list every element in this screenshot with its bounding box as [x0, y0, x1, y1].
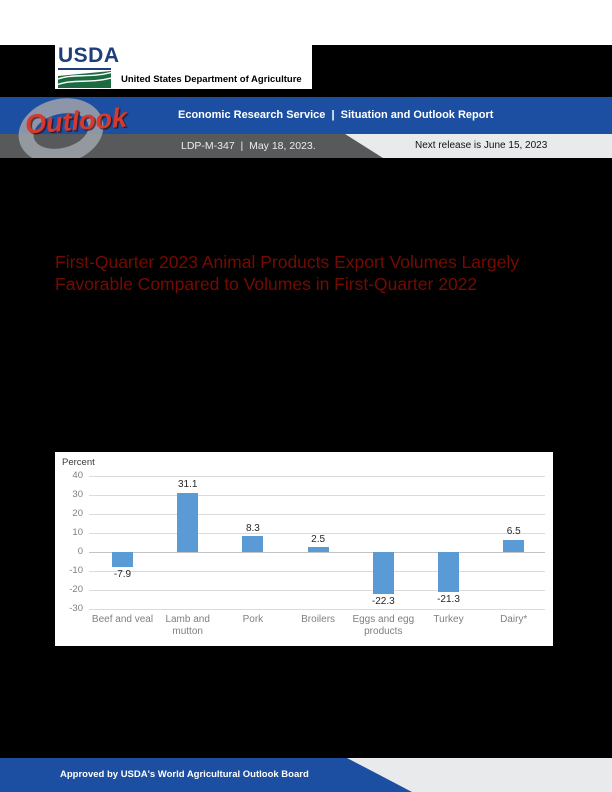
category-label: Lamb and mutton [165, 614, 210, 637]
chart-bar [177, 492, 199, 552]
next-release-date: Next release is June 15, 2023 [415, 140, 548, 151]
chart-bar [503, 539, 525, 552]
footer-blue-ribbon [0, 758, 412, 792]
bar-chart: Percent 40 30 20 10 0 -10 -20 -30 -7.9 Beef and v… [55, 452, 553, 646]
chart-bar [372, 552, 394, 595]
y-tick-label: 0 [77, 546, 83, 557]
chart-y-axis-title: Percent [62, 457, 95, 468]
chart-bar [112, 552, 133, 567]
category-label: Dairy* [500, 614, 528, 625]
report-title-line1: First-Quarter 2023 Animal Products Expor… [55, 252, 519, 272]
y-tick-label: 10 [72, 527, 83, 538]
next-release-tab [345, 134, 612, 158]
bar-value-label: 31.1 [177, 479, 198, 491]
footer-band: Approved by USDA's World Agricultural Ou… [0, 758, 612, 792]
chart-bar [307, 547, 329, 552]
banner-blue-band: Economic Research Service | Situation an… [0, 97, 612, 134]
category-label: Eggs and egg products [352, 614, 415, 637]
usda-field-icon [58, 71, 111, 88]
y-tick-label: -30 [69, 603, 83, 614]
y-tick-label: 30 [72, 489, 83, 500]
bar-value-label: -22.3 [371, 596, 395, 608]
report-title: First-Quarter 2023 Animal Products Expor… [55, 251, 575, 295]
category-label: Turkey [433, 614, 464, 625]
chart-plot: 40 30 20 10 0 -10 -20 -30 -7.9 Beef and veal 31.1 L… [55, 452, 553, 646]
usda-wordmark: USDA [58, 44, 120, 67]
usda-logo: USDA United States Department of Agricul… [55, 44, 312, 89]
y-tick-label: -10 [69, 565, 83, 576]
y-tick-label: 20 [72, 508, 83, 519]
category-label: Pork [242, 614, 264, 625]
gridline [89, 476, 545, 477]
chart-bar [242, 536, 264, 552]
approval-statement: Approved by USDA's World Agricultural Ou… [60, 769, 309, 780]
report-title-line2: Favorable Compared to Volumes in First-Q… [55, 274, 478, 294]
category-label: Broilers [301, 614, 336, 625]
zero-axis-line [89, 552, 545, 553]
bar-value-label: 2.5 [311, 533, 326, 545]
banner-gray-band: LDP-M-347 | May 18, 2023. Next release i… [0, 134, 612, 158]
category-label: Beef and veal [91, 614, 154, 625]
bar-value-label: 6.5 [506, 526, 521, 538]
gridline [89, 609, 545, 610]
gridline [89, 514, 545, 515]
y-tick-label: 40 [72, 470, 83, 481]
usda-department-name: United States Department of Agriculture [121, 74, 302, 85]
bar-value-label: 8.3 [245, 522, 260, 534]
banner: Economic Research Service | Situation an… [0, 97, 612, 158]
gridline [89, 590, 545, 591]
chart-bar [438, 552, 459, 593]
gridline [89, 533, 545, 534]
bar-value-label: -21.3 [437, 594, 460, 606]
service-line: Economic Research Service | Situation an… [178, 109, 494, 121]
gridline [89, 495, 545, 496]
usda-underline [58, 68, 111, 70]
issue-number-and-date: LDP-M-347 | May 18, 2023. [181, 140, 316, 152]
bar-value-label: -7.9 [113, 569, 132, 580]
gridline [89, 571, 545, 572]
y-tick-label: -20 [69, 584, 83, 595]
